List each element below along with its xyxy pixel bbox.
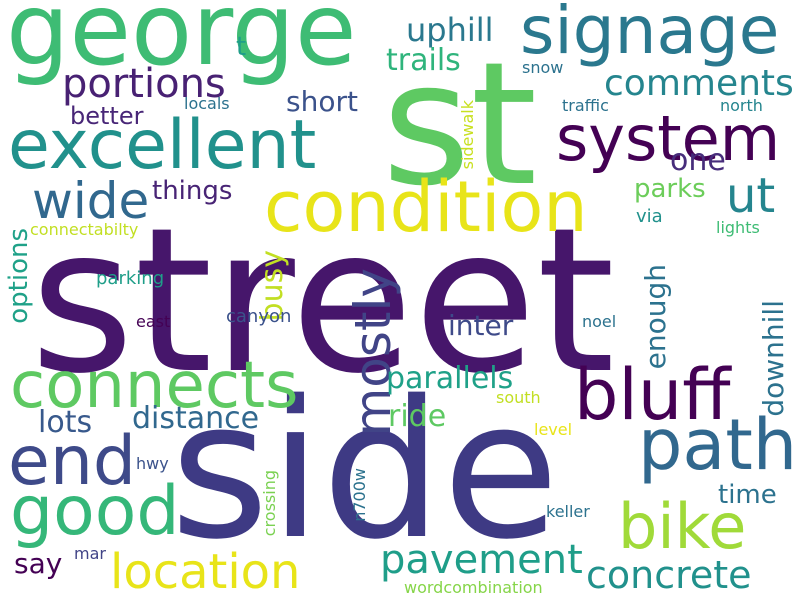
word-say: say [14, 547, 63, 580]
word-t: t [236, 32, 247, 62]
word-lots: lots [38, 405, 93, 440]
word-george: george [6, 0, 357, 88]
word-ut: ut [726, 168, 776, 224]
word-good: good [10, 472, 180, 551]
word-inter: inter [448, 309, 514, 342]
word-uphill: uphill [406, 11, 494, 49]
word-mar: mar [74, 544, 106, 563]
word-distance: distance [132, 401, 260, 436]
word-locals: locals [184, 94, 230, 113]
word-time: time [718, 480, 777, 510]
word-condition: condition [264, 166, 588, 248]
word-signage: signage [520, 0, 780, 69]
word-via: via [636, 206, 663, 227]
word-lights: lights [716, 218, 760, 237]
word-st: st [382, 26, 538, 224]
word-excellent: excellent [8, 106, 317, 185]
word-comments: comments [604, 63, 794, 104]
word-east: east [136, 312, 171, 331]
word-street: street [30, 185, 615, 418]
word-pavement: pavement [380, 537, 583, 583]
word-crossing: crossing [260, 470, 279, 537]
word-location: location [110, 544, 301, 600]
word-portions: portions [62, 61, 226, 107]
word-concrete: concrete [586, 553, 752, 597]
word-north: north [720, 96, 763, 115]
word-short: short [286, 85, 358, 118]
word-sidewalk: sidewalk [458, 100, 477, 170]
word-bike: bike [618, 490, 747, 563]
word-n700w: n700w [350, 468, 369, 522]
word-parallels: parallels [386, 361, 514, 396]
word-downhill: downhill [757, 300, 790, 417]
word-level: level [534, 420, 573, 439]
word-south: south [496, 388, 541, 407]
word-canyon: canyon [226, 306, 292, 327]
word-keller: keller [546, 502, 590, 521]
word-parks: parks [634, 174, 706, 204]
word-one: one [670, 143, 726, 178]
word-connects: connects [10, 349, 299, 423]
word-path: path [638, 404, 798, 486]
word-end: end [8, 422, 137, 501]
word-hwy: hwy [136, 454, 169, 473]
word-parking: parking [96, 268, 165, 289]
word-bluff: bluff [574, 354, 731, 436]
word-better: better [70, 102, 144, 130]
word-enough: enough [639, 264, 672, 370]
word-wide: wide [32, 172, 150, 230]
word-snow: snow [522, 58, 564, 77]
word-traffic: traffic [562, 96, 609, 115]
word-side: side [170, 360, 560, 581]
word-ride: ride [388, 399, 447, 434]
word-wordcombination: wordcombination [404, 578, 543, 597]
word-connectabilty: connectabilty [30, 220, 139, 239]
word-things: things [152, 176, 233, 206]
word-trails: trails [386, 43, 461, 78]
word-system: system [556, 102, 781, 175]
word-noel: noel [582, 312, 617, 331]
word-options: options [4, 228, 34, 324]
